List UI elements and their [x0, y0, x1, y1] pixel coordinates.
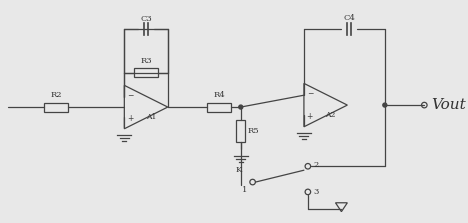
Text: C3: C3: [140, 15, 152, 23]
Circle shape: [383, 103, 387, 107]
Text: R4: R4: [213, 91, 225, 99]
Circle shape: [422, 102, 427, 108]
Text: K: K: [235, 166, 242, 174]
Circle shape: [305, 189, 311, 195]
Bar: [134, 68, 158, 77]
Text: R2: R2: [51, 91, 62, 99]
Text: −: −: [307, 89, 313, 98]
Text: R3: R3: [140, 57, 152, 65]
Text: R5: R5: [248, 127, 259, 135]
Text: A1: A1: [146, 113, 156, 121]
Polygon shape: [336, 203, 347, 212]
Text: 2: 2: [313, 161, 318, 169]
Text: −: −: [127, 91, 133, 100]
Bar: [207, 103, 231, 112]
Circle shape: [305, 163, 311, 169]
Circle shape: [250, 179, 256, 185]
Text: 3: 3: [313, 188, 318, 196]
Text: Vout: Vout: [431, 98, 466, 112]
Bar: [44, 103, 68, 112]
Text: 1: 1: [242, 186, 248, 194]
Text: +: +: [127, 114, 133, 123]
Text: A2: A2: [325, 111, 336, 119]
Polygon shape: [124, 85, 168, 129]
Text: C4: C4: [344, 14, 355, 22]
Text: +: +: [307, 112, 313, 122]
Polygon shape: [304, 83, 347, 127]
Circle shape: [239, 105, 243, 109]
Bar: [236, 120, 245, 142]
